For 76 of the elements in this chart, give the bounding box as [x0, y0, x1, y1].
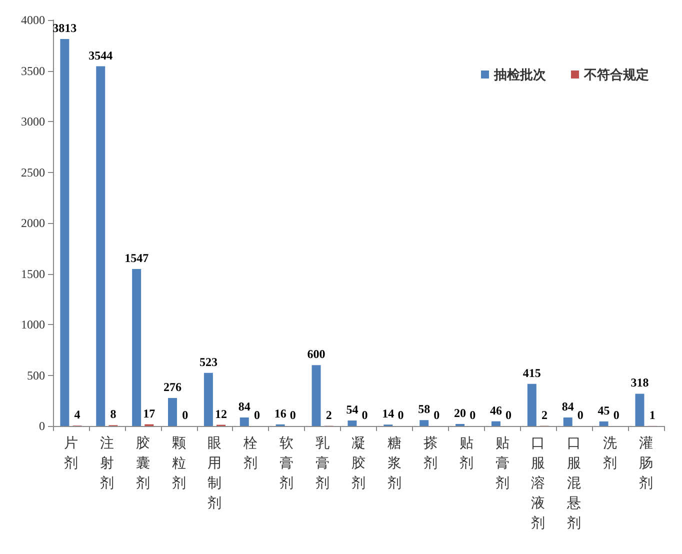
x-tick-label: 眼用制剂: [208, 436, 222, 512]
data-label: 12: [215, 406, 228, 421]
y-tick-label: 3000: [21, 114, 45, 128]
bar: [420, 420, 429, 426]
bar: [240, 417, 249, 426]
y-tick-label: 1000: [21, 318, 45, 332]
x-tick-label: 灌肠剂: [639, 436, 654, 492]
x-tick-label: 贴剂: [459, 436, 474, 472]
data-label: 0: [613, 408, 620, 422]
data-label: 14: [382, 406, 394, 421]
data-label: 58: [418, 402, 430, 416]
x-tick-label: 栓剂: [242, 436, 258, 472]
bar: [96, 66, 106, 426]
bar: [204, 372, 213, 426]
data-label: 20: [454, 406, 466, 420]
x-tick-label: 胶囊剂: [136, 436, 150, 492]
data-label: 0: [506, 408, 512, 422]
bar: [635, 394, 644, 426]
data-label: 415: [522, 366, 541, 380]
x-tick-label: 贴膏剂: [495, 436, 510, 492]
data-label: 3813: [52, 20, 77, 35]
data-label: 16: [274, 406, 286, 420]
data-label: 84: [562, 399, 574, 414]
bar: [527, 384, 536, 426]
data-label: 0: [182, 408, 188, 422]
bar: [599, 421, 608, 426]
x-tick-label: 颗粒剂: [172, 436, 186, 492]
data-label: 45: [598, 403, 610, 418]
x-tick-label: 软膏剂: [280, 436, 294, 492]
data-label: 318: [630, 376, 649, 390]
bar: [132, 268, 142, 426]
bar: [60, 38, 70, 426]
x-tick-label: 片剂: [64, 436, 78, 472]
data-label: 17: [143, 406, 156, 420]
y-tick-label: 1500: [21, 266, 45, 281]
y-tick-label: 500: [27, 368, 45, 382]
bar: [168, 398, 177, 426]
x-tick-label: 搽剂: [423, 436, 438, 472]
data-label: 523: [199, 354, 218, 369]
data-label: 54: [346, 402, 358, 417]
data-label: 0: [254, 408, 260, 422]
y-tick-label: 2000: [21, 216, 45, 230]
data-label: 2: [541, 408, 548, 422]
data-label: 1547: [124, 250, 149, 265]
data-label: 84: [238, 399, 250, 414]
data-label: 46: [490, 403, 502, 418]
data-label: 600: [307, 347, 326, 362]
x-tick-label: 洗剂: [603, 436, 618, 472]
data-label: 2: [326, 408, 332, 422]
data-label: 4: [74, 408, 80, 422]
x-tick-label: 凝胶剂: [352, 436, 366, 492]
y-tick-label: 2500: [21, 165, 45, 180]
x-tick-label: 乳膏剂: [316, 436, 330, 492]
x-tick-label: 口服混悬剂: [566, 436, 582, 532]
x-tick-label: 糖浆剂: [387, 436, 402, 492]
y-tick-label: 3500: [21, 64, 45, 78]
data-label: 0: [470, 408, 476, 422]
bar: [491, 421, 500, 426]
x-tick-label: 口服溶液剂: [531, 436, 546, 532]
data-label: 276: [164, 380, 182, 394]
x-tick-label: 注射剂: [100, 436, 114, 492]
y-tick-label: 4000: [21, 13, 45, 27]
bar: [348, 420, 357, 426]
data-label: 0: [434, 408, 440, 422]
y-tick-label: 0: [39, 419, 45, 433]
data-label: 0: [362, 408, 368, 422]
data-label: 0: [577, 408, 584, 422]
legend-label: 抽检批次: [493, 67, 547, 82]
bar: [563, 417, 572, 426]
data-label: 0: [290, 408, 296, 422]
data-label: 8: [110, 407, 116, 422]
legend-label: 不符合规定: [583, 67, 649, 82]
bar: [312, 365, 321, 426]
data-label: 0: [398, 408, 404, 422]
data-label: 1: [649, 408, 656, 422]
data-label: 3544: [88, 48, 113, 62]
